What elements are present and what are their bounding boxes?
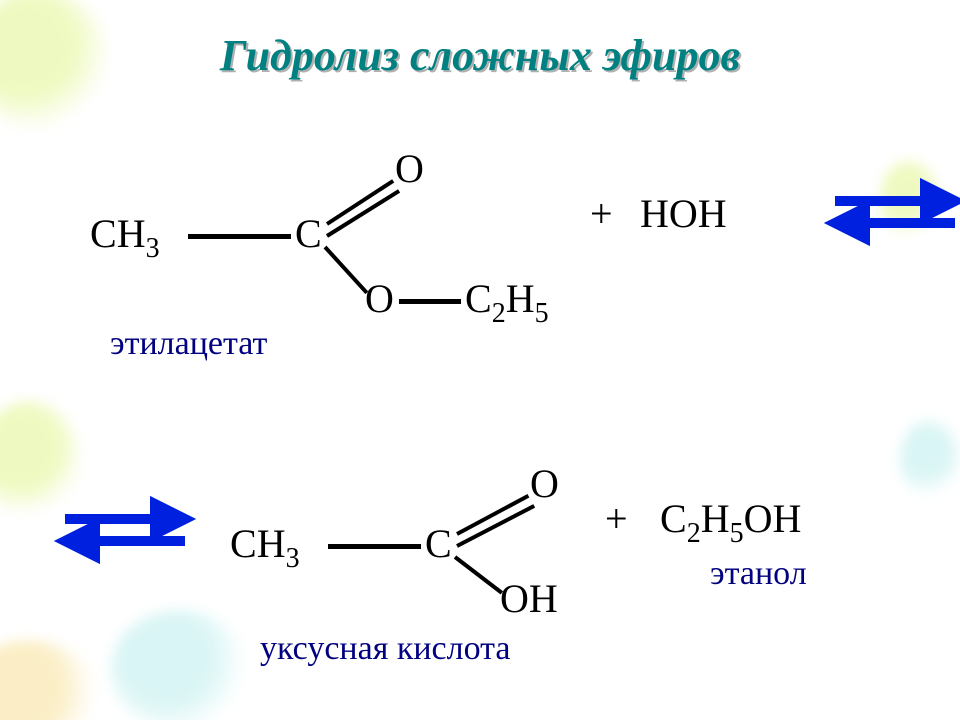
r1-label-ethylacetate: этилацетат [110, 325, 267, 363]
r2-plus: + [605, 495, 628, 542]
r1-c2h5: C2H5 [465, 275, 549, 322]
r2-label-alcohol: этанол [710, 555, 807, 593]
bond-line [399, 299, 461, 304]
r1-c: C [295, 210, 322, 257]
decor-blob [0, 640, 100, 720]
r2-c: C [425, 520, 452, 567]
decor-blob [900, 420, 960, 500]
r1-o-single: O [365, 275, 394, 322]
bond-line [454, 555, 503, 594]
bond-line [328, 544, 421, 549]
r1-ch3: CH3 [90, 210, 160, 257]
equilibrium-arrows-bottom [60, 499, 190, 561]
decor-blob [110, 610, 250, 720]
bond-line [324, 246, 369, 295]
r2-oh: OH [500, 575, 558, 622]
r1-plus: + [590, 190, 613, 237]
r2-label-acid: уксусная кислота [260, 630, 511, 668]
r2-o-double: O [530, 460, 559, 507]
equilibrium-arrows-top [830, 181, 960, 243]
r1-hoh: HOH [640, 190, 727, 237]
r2-c2h5oh: C2H5OH [660, 495, 801, 542]
bond-line [188, 234, 291, 239]
r1-o-double: O [395, 145, 424, 192]
slide-title: Гидролиз сложных эфиров [0, 30, 960, 81]
r2-ch3: CH3 [230, 520, 300, 567]
